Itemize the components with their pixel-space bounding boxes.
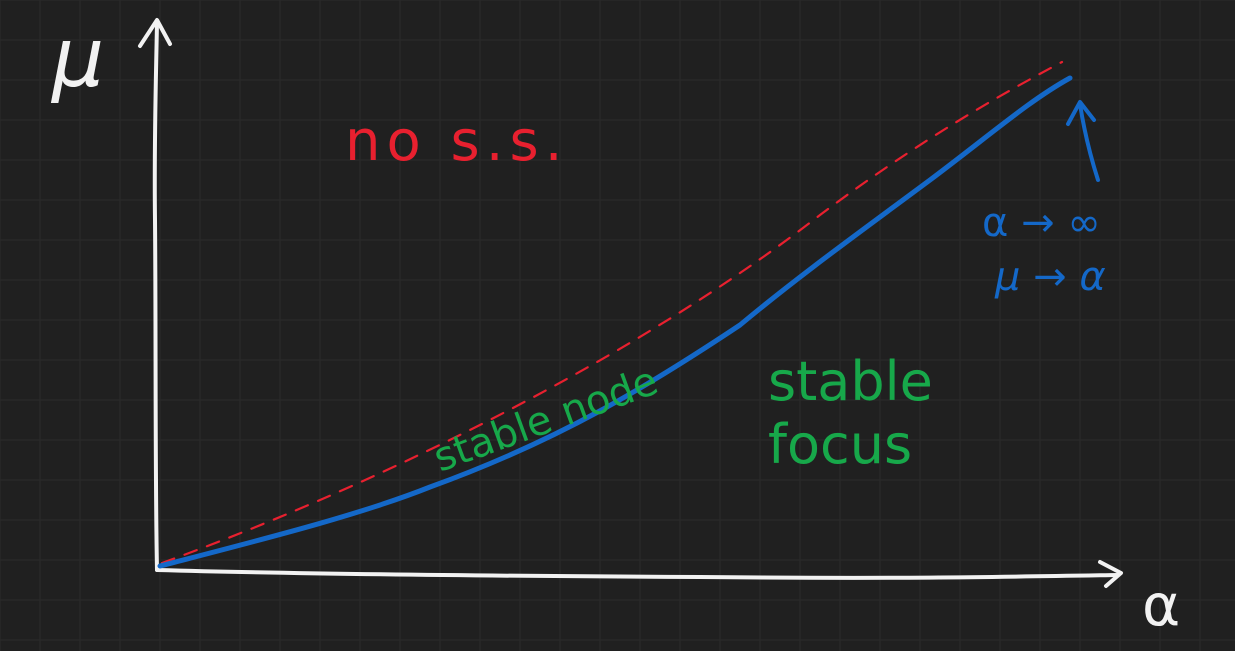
boundary-curve	[157, 75, 1073, 569]
x-axis	[155, 568, 1120, 580]
y-axis-label: μ	[50, 11, 104, 106]
stable-node-label: stable node	[428, 358, 664, 481]
axes	[138, 18, 1123, 588]
asymptote-dashed-line	[160, 60, 1064, 565]
limit-annotation-arrow	[1066, 100, 1100, 182]
stable-focus-label-line2: focus	[768, 413, 912, 476]
x-axis-label: α	[1142, 571, 1180, 639]
limit-label-line2: μ → α	[994, 254, 1106, 300]
no-steady-state-label: no s.s.	[345, 109, 569, 174]
y-axis	[152, 20, 159, 572]
limit-label-line1: α → ∞	[982, 200, 1101, 246]
x-axis-arrowhead	[1098, 560, 1123, 588]
y-axis-arrowhead	[138, 18, 172, 48]
stable-focus-label-line1: stable	[768, 350, 933, 413]
